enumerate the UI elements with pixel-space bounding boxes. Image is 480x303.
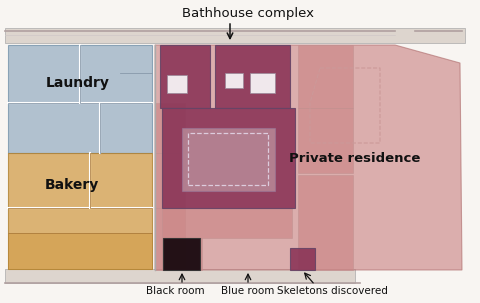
Bar: [162, 238, 202, 270]
Bar: [298, 108, 353, 173]
Polygon shape: [155, 45, 462, 270]
Bar: [155, 153, 185, 208]
Bar: [167, 75, 187, 93]
Bar: [5, 28, 465, 43]
Text: Private residence: Private residence: [289, 152, 420, 165]
Bar: [155, 208, 185, 270]
Text: Skeletons discovered: Skeletons discovered: [276, 286, 387, 296]
Bar: [162, 208, 292, 238]
Polygon shape: [8, 233, 152, 269]
Polygon shape: [162, 108, 295, 208]
Polygon shape: [160, 45, 210, 108]
Bar: [5, 269, 355, 283]
Bar: [298, 175, 353, 270]
Polygon shape: [163, 238, 200, 270]
Bar: [250, 73, 275, 93]
Bar: [225, 73, 243, 88]
Text: Black room: Black room: [146, 286, 204, 296]
Polygon shape: [290, 248, 315, 270]
Bar: [188, 133, 268, 185]
Bar: [155, 103, 185, 153]
Polygon shape: [8, 153, 152, 269]
Polygon shape: [182, 128, 275, 191]
Text: Bakery: Bakery: [45, 178, 99, 192]
Text: Bathhouse complex: Bathhouse complex: [182, 6, 314, 19]
Polygon shape: [8, 45, 152, 153]
Text: Blue room: Blue room: [221, 286, 275, 296]
Polygon shape: [215, 45, 290, 108]
Bar: [298, 45, 353, 108]
Text: Laundry: Laundry: [46, 76, 110, 90]
